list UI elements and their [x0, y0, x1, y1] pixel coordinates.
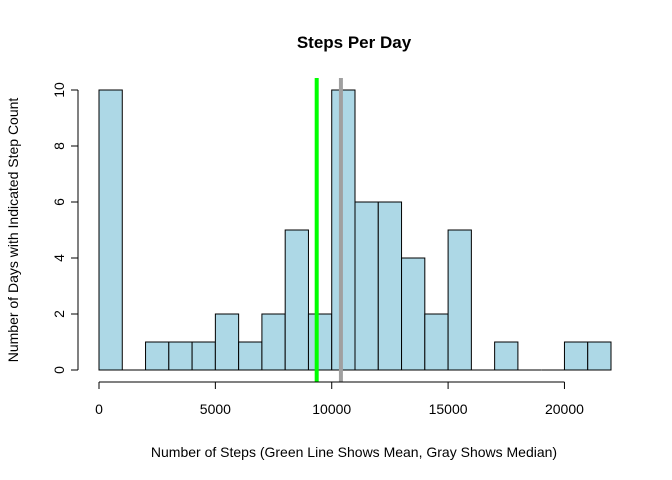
histogram-bar: [238, 341, 263, 371]
histogram-bar: [424, 313, 449, 371]
histogram-bar: [214, 313, 240, 371]
y-axis-label: Number of Days with Indicated Step Count: [5, 98, 21, 363]
x-tick-label: 20000: [545, 401, 584, 417]
histogram-bar: [284, 229, 309, 371]
x-tick-label: 10000: [312, 401, 351, 417]
y-tick-label: 8: [51, 142, 67, 150]
y-tick-label: 4: [51, 254, 67, 262]
histogram-bar: [354, 201, 379, 371]
histogram-bar: [401, 257, 426, 371]
histogram-bar: [191, 341, 216, 371]
y-tick-label: 10: [51, 82, 67, 98]
histogram-bar: [261, 313, 286, 371]
histogram-bar: [587, 341, 612, 371]
reference-lines-group: [314, 78, 343, 382]
histogram-bar: [447, 229, 472, 371]
y-tick-label: 6: [51, 198, 67, 206]
y-tick-label: 2: [51, 310, 67, 318]
x-axis: 0 5000 10000 15000 20000: [95, 381, 584, 417]
x-axis-label: Number of Steps (Green Line Shows Mean, …: [151, 444, 557, 460]
y-tick-label: 0: [51, 366, 67, 374]
histogram-bar: [307, 313, 333, 371]
histogram-bar: [494, 341, 519, 371]
x-tick-label: 15000: [429, 401, 468, 417]
histogram-bar: [168, 341, 193, 371]
histogram-bar: [98, 89, 123, 371]
bars-group: [98, 89, 612, 371]
x-tick-label: 0: [95, 401, 103, 417]
histogram-bar: [563, 341, 589, 371]
histogram-bar: [145, 341, 170, 371]
histogram-bar: [331, 89, 356, 371]
chart-title: Steps Per Day: [297, 33, 412, 52]
y-axis: 0 2 4 6 8 10: [51, 82, 79, 374]
histogram-bar: [377, 201, 403, 371]
x-tick-label: 5000: [200, 401, 231, 417]
